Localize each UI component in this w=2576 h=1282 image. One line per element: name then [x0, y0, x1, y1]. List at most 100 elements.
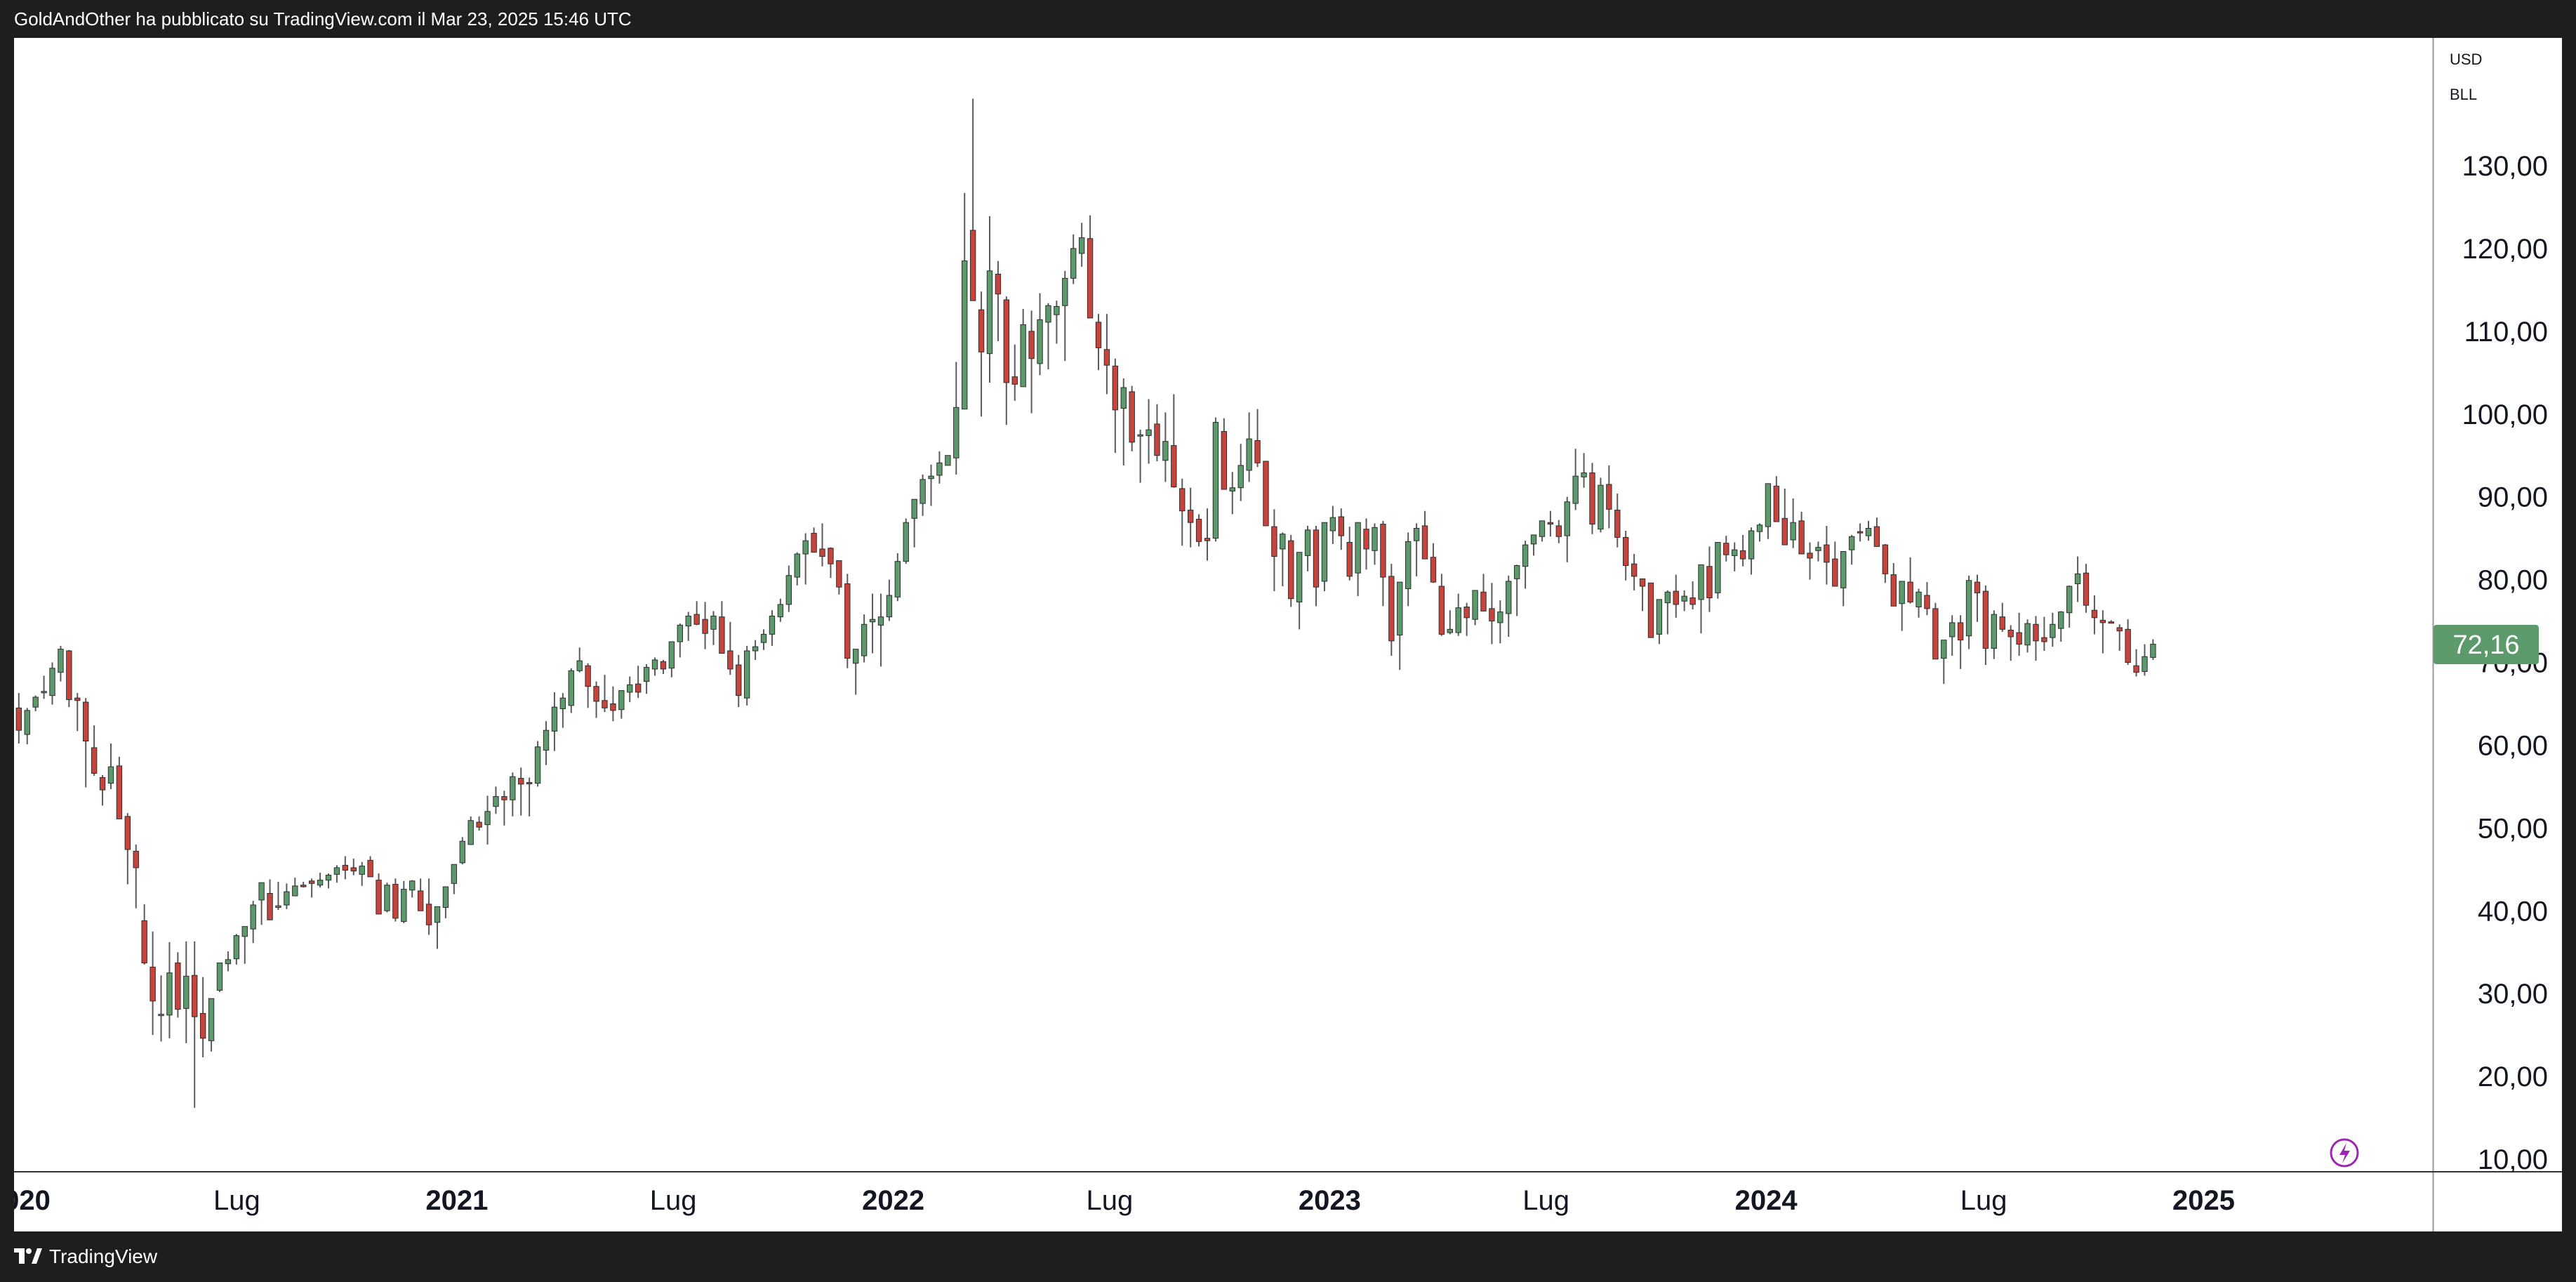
candle-up [24, 710, 30, 735]
candle-up [1756, 524, 1763, 532]
candle-down [702, 619, 708, 634]
time-axis[interactable]: 2020 Lug 2021 Lug 2022 Lug 2023 Lug 2024 Lug 2025 [14, 1185, 2235, 1216]
candle-down [1480, 591, 1487, 612]
candle-down [2033, 623, 2039, 642]
plot-area[interactable] [14, 38, 2433, 1231]
candle-down [1463, 606, 1470, 619]
candle-up [434, 906, 441, 923]
candle-down [1112, 365, 1119, 411]
candle-up [333, 867, 340, 875]
candle-up [877, 616, 884, 626]
candle-up [627, 684, 633, 693]
candle-up [158, 1014, 164, 1017]
candle-down [392, 884, 399, 919]
candle-down [2108, 621, 2114, 624]
y-tick-label: 130,00 [2462, 151, 2548, 182]
candle-down [376, 880, 382, 915]
candle-down [969, 230, 976, 301]
candle-down [1028, 331, 1035, 359]
brand-logo[interactable]: TradingView [14, 1243, 157, 1271]
candle-up [1472, 590, 1478, 620]
candle-down [844, 583, 851, 659]
candle-down [610, 703, 616, 711]
candle-down [1338, 516, 1344, 536]
chart-panel[interactable]: USD BLL 10,0020,0030,0040,0050,0060,0070… [14, 38, 2562, 1231]
candle-down [1103, 349, 1110, 366]
candle-up [1530, 534, 1537, 545]
candle-up [1664, 591, 1671, 604]
candle-up [543, 729, 550, 751]
lightning-icon[interactable] [2330, 1138, 2359, 1168]
candle-down [1631, 563, 1638, 577]
price-badge: 72,16 [2434, 625, 2539, 665]
candle-up [1715, 542, 1721, 593]
candle-down [1313, 529, 1320, 588]
publish-header: GoldAndOther ha pubblicato su TradingVie… [0, 0, 2576, 38]
candle-up [618, 690, 625, 711]
candle-down [526, 781, 533, 784]
candle-up [962, 260, 968, 410]
candle-down [300, 885, 307, 887]
candle-down [2083, 572, 2090, 606]
x-tick-label: Lug [1087, 1185, 1134, 1216]
candle-up [1656, 599, 1663, 635]
candle-up [760, 633, 767, 643]
candles-group [15, 98, 2156, 1108]
candle-up [1146, 429, 1152, 436]
price-axis[interactable]: 10,0020,0030,0040,0050,0060,0070,0080,00… [2462, 151, 2548, 1175]
candle-down [1882, 544, 1889, 574]
x-tick-label: Lug [213, 1185, 260, 1216]
candle-up [292, 885, 298, 897]
candle-down [2133, 665, 2139, 673]
candlestick-chart[interactable]: USD BLL 10,0020,0030,0040,0050,0060,0070… [14, 38, 2562, 1231]
candle-up [794, 553, 800, 578]
candle-up [493, 796, 499, 807]
candle-up [894, 561, 901, 597]
candle-up [853, 649, 859, 664]
candle-down [1798, 520, 1805, 555]
candle-up [1229, 487, 1235, 491]
candle-down [99, 777, 106, 791]
candle-up [32, 696, 39, 708]
candle-up [1062, 277, 1068, 306]
candle-up [2050, 623, 2056, 638]
candle-up [1564, 501, 1570, 536]
candle-up [2058, 612, 2064, 629]
candle-up [777, 604, 784, 618]
candle-down [811, 533, 817, 553]
candle-down [1221, 431, 1228, 490]
candle-up [2066, 586, 2073, 614]
candle-up [1949, 622, 1956, 637]
candle-up [250, 904, 256, 930]
candle-down [1003, 299, 1010, 383]
candle-up [1045, 305, 1051, 323]
candle-up [1237, 465, 1244, 489]
candle-down [602, 700, 608, 708]
candle-up [1840, 550, 1847, 588]
symbol-label: BLL [2450, 86, 2477, 103]
candle-down [727, 650, 733, 670]
candle-up [1513, 565, 1520, 579]
candle-up [911, 498, 917, 519]
candle-down [1204, 538, 1211, 541]
candle-up [559, 697, 566, 710]
candle-down [1421, 525, 1428, 560]
candle-down [1430, 557, 1437, 583]
candle-down [1824, 544, 1830, 563]
candle-down [1195, 519, 1202, 542]
x-tick-label: 2021 [425, 1185, 488, 1216]
candle-down [2125, 628, 2131, 663]
candle-up [510, 776, 516, 800]
candle-up [1355, 522, 1361, 574]
candle-up [936, 462, 943, 476]
candle-up [284, 891, 290, 906]
candle-up [743, 650, 750, 699]
y-tick-label: 30,00 [2478, 979, 2548, 1010]
candle-up [986, 270, 993, 355]
candle-down [1606, 484, 1612, 510]
candle-down [1974, 581, 1981, 593]
candle-up [869, 619, 876, 623]
candle-up [1304, 529, 1311, 556]
candle-up [1748, 530, 1755, 560]
candle-down [828, 548, 834, 564]
